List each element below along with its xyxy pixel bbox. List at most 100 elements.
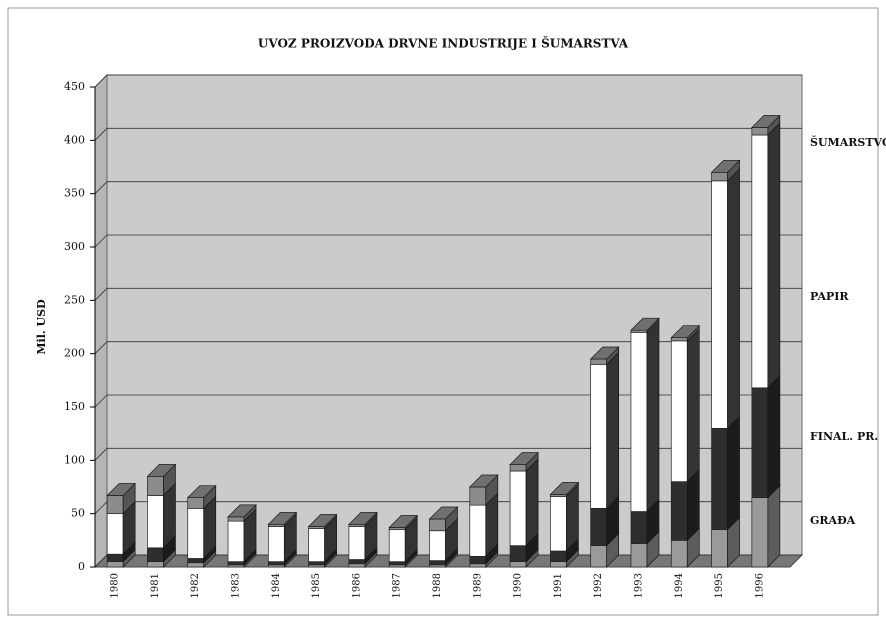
bar-segment (751, 127, 769, 136)
bar-segment (590, 358, 608, 365)
x-tick-label: 1980 (110, 573, 121, 598)
x-tick-label: 1982 (190, 573, 201, 598)
x-tick-label: 1995 (714, 573, 725, 598)
bar-segment (308, 528, 325, 563)
bar-segment (227, 520, 245, 563)
bar-top (348, 511, 378, 525)
bar-top (670, 325, 701, 339)
bar-segment (147, 475, 164, 496)
y-tick-label: 150 (64, 400, 85, 413)
bar-segment (106, 553, 124, 563)
bar-segment (429, 518, 446, 532)
bar-segment (348, 559, 366, 565)
legend-label: GRAĐA (810, 514, 856, 527)
bar-segment (267, 526, 285, 563)
bar-segment (469, 555, 487, 565)
bar-segment (509, 561, 527, 568)
bar-segment (509, 470, 527, 547)
bar-segment (187, 558, 205, 564)
bar-segment (388, 561, 406, 566)
bar-segment (670, 337, 688, 342)
bar-top (549, 482, 580, 495)
bar-segment (469, 486, 487, 506)
bar-top (267, 511, 298, 525)
grid-line (94, 234, 802, 248)
x-tick-label: 1993 (633, 573, 644, 598)
bar-segment (388, 529, 406, 563)
bar-segment (348, 526, 366, 560)
legend-label: PAPIR (810, 290, 849, 303)
bar-segment (469, 504, 487, 557)
y-tick-label: 450 (64, 80, 85, 93)
bar-segment (670, 539, 688, 568)
bar-top (710, 159, 741, 173)
bar-segment (348, 563, 366, 568)
x-tick-label: 1985 (311, 573, 322, 598)
x-tick-label: 1989 (472, 573, 483, 598)
bar-segment (509, 545, 527, 563)
grid-line (94, 127, 802, 141)
bar-segment (751, 497, 769, 568)
bar-side (767, 484, 781, 568)
y-tick-label: 250 (64, 293, 85, 306)
bar-segment (106, 561, 124, 568)
bar-top (146, 463, 177, 477)
bar-segment (670, 340, 688, 483)
bar-top (509, 452, 539, 465)
bar-side (525, 458, 539, 547)
legend-label: FINAL. PR. (810, 430, 878, 443)
bar-segment (550, 561, 567, 568)
y-axis-label: Mil. USD (35, 299, 48, 355)
bar-side (727, 415, 740, 531)
bar-segment (227, 561, 245, 566)
grid-line (94, 181, 802, 194)
bar-top (468, 474, 499, 488)
bar-segment (147, 561, 164, 568)
bar-segment (469, 563, 487, 568)
bar-segment (550, 496, 567, 552)
x-tick-label: 1981 (150, 573, 161, 598)
grid-line (94, 447, 802, 461)
bar-side (686, 328, 700, 483)
x-tick-label: 1988 (432, 573, 443, 598)
bar-segment (550, 550, 567, 563)
bar-segment (751, 387, 769, 499)
x-tick-label: 1996 (754, 573, 765, 598)
frame (7, 7, 879, 616)
bar-segment (590, 363, 608, 509)
bar-segment (267, 561, 285, 566)
bar-segment (590, 545, 608, 568)
bar-segment (630, 511, 648, 544)
bar-side (606, 351, 620, 510)
chart-title: UVOZ PROIZVODA DRVNE INDUSTRIJE I ŠUMARS… (258, 35, 629, 51)
bar-segment (751, 134, 769, 389)
x-tick-label: 1994 (674, 573, 685, 598)
y-tick-label: 0 (78, 560, 85, 573)
bar-segment (429, 530, 446, 561)
x-tick-label: 1986 (351, 573, 362, 598)
x-tick-label: 1992 (593, 573, 604, 598)
bar-segment (147, 547, 164, 563)
bar-segment (227, 516, 245, 522)
x-tick-label: 1983 (231, 573, 242, 598)
grid-line (94, 341, 802, 354)
bar-segment (670, 481, 688, 541)
bar-top (428, 506, 459, 520)
y-tick-label: 100 (64, 453, 85, 466)
bar-top (589, 346, 620, 360)
bar-top (388, 515, 419, 528)
x-tick-label: 1990 (513, 573, 524, 598)
bar-segment (187, 562, 205, 568)
bar-segment (509, 464, 527, 472)
bar-segment (711, 427, 728, 531)
bar-top (630, 317, 660, 331)
bar-top (227, 504, 257, 518)
bar-segment (711, 171, 728, 182)
bar-segment (308, 561, 325, 566)
bar-segment (590, 507, 608, 547)
bar-top (307, 514, 338, 527)
bar-side (646, 319, 660, 513)
legend-label: ŠUMARSTVO (810, 135, 886, 149)
grid-line (94, 287, 802, 301)
